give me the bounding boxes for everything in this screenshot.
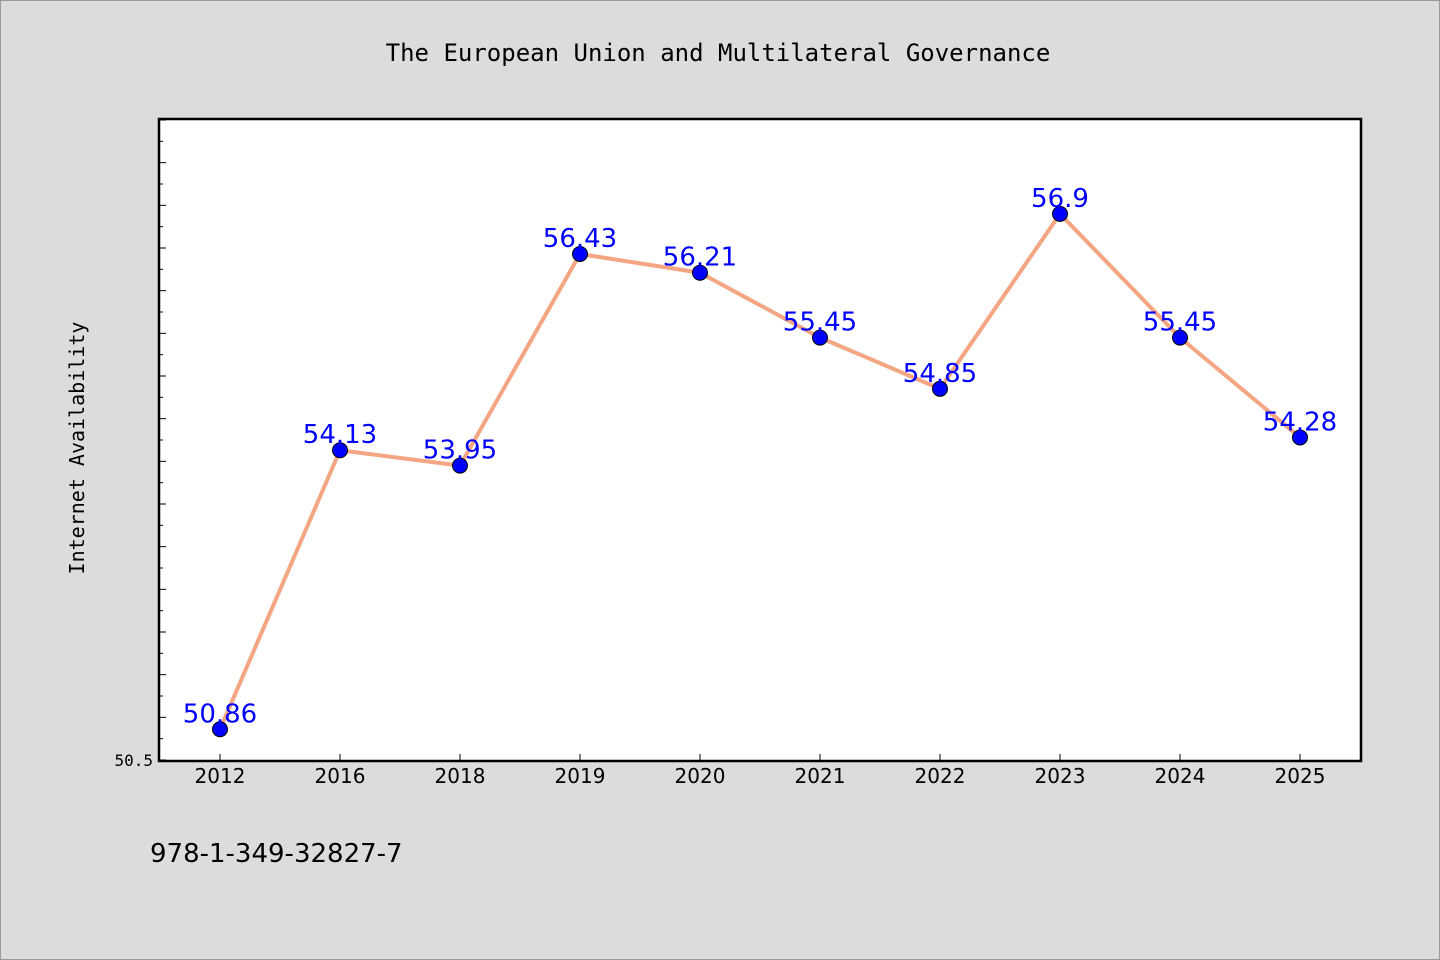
data-label: 56.21 bbox=[663, 243, 737, 273]
x-tick-label: 2025 bbox=[1275, 764, 1326, 788]
x-tick-label: 2020 bbox=[675, 764, 726, 788]
data-label: 56.9 bbox=[1031, 184, 1089, 214]
x-tick-label: 2024 bbox=[1155, 764, 1206, 788]
x-tick-label: 2018 bbox=[435, 764, 486, 788]
y-tick-label: 50.5 bbox=[114, 751, 153, 770]
x-tick-label: 2023 bbox=[1035, 764, 1086, 788]
data-point bbox=[1292, 429, 1308, 446]
x-tick-label: 2022 bbox=[915, 764, 966, 788]
data-label: 50.86 bbox=[183, 699, 257, 729]
data-label: 56.43 bbox=[543, 224, 617, 254]
x-tick-label: 2019 bbox=[555, 764, 606, 788]
x-tick-label: 2012 bbox=[195, 764, 246, 788]
y-axis-ticks bbox=[160, 119, 166, 761]
data-label: 54.28 bbox=[1263, 407, 1337, 437]
data-label: 54.13 bbox=[303, 420, 377, 450]
data-point bbox=[332, 442, 348, 459]
x-axis: 2012 2016 2018 2019 2020 2021 2022 2023 2024 2025 bbox=[195, 754, 1326, 788]
data-label: 55.45 bbox=[783, 308, 857, 338]
data-point bbox=[1172, 329, 1188, 346]
footer-id: 978-1-349-32827-7 bbox=[150, 839, 403, 869]
y-axis-label: Internet Availability bbox=[65, 322, 89, 575]
plot-area bbox=[157, 117, 1363, 763]
data-point bbox=[452, 457, 468, 474]
data-point bbox=[212, 721, 228, 738]
series-line bbox=[218, 211, 1302, 731]
data-point bbox=[572, 245, 588, 262]
series-group: 50.86 54.13 53.95 56.43 56.21 55.45 54.85 56.9 5… bbox=[183, 184, 1337, 738]
data-point bbox=[932, 380, 948, 397]
data-point bbox=[692, 264, 708, 281]
x-tick-label: 2021 bbox=[795, 764, 846, 788]
chart-title: The European Union and Multilateral Gove… bbox=[386, 39, 1051, 67]
data-point bbox=[1052, 205, 1068, 222]
data-label: 55.45 bbox=[1143, 308, 1217, 338]
data-label: 54.85 bbox=[903, 359, 977, 389]
data-label: 53.95 bbox=[423, 436, 497, 466]
x-tick-label: 2016 bbox=[315, 764, 366, 788]
data-point bbox=[812, 329, 828, 346]
